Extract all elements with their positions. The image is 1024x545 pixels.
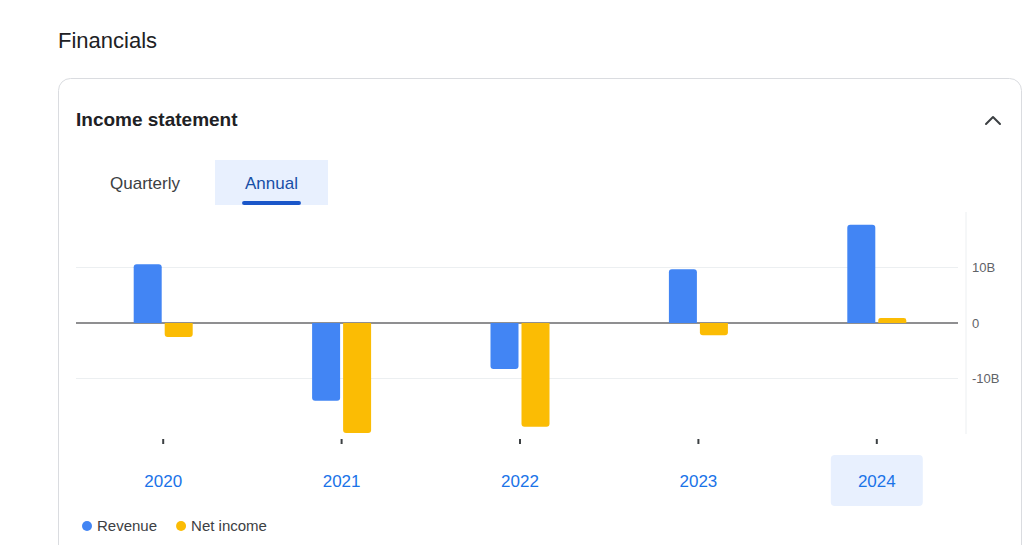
x-tick: [876, 439, 878, 444]
x-tick: [162, 439, 164, 444]
page-root: Financials Income statement Quarterly Annua…: [0, 0, 1024, 545]
tab-underline: [242, 201, 301, 205]
x-tick: [697, 439, 699, 444]
card-title: Income statement: [76, 109, 238, 130]
y-axis-line: [966, 212, 967, 434]
legend-swatch: [176, 521, 186, 531]
bar[interactable]: [134, 264, 162, 323]
y-tick-label: 0: [972, 316, 979, 331]
x-tick-label[interactable]: 2022: [501, 472, 539, 491]
category-highlight[interactable]: [831, 455, 923, 506]
page-canvas: Financials Income statement Quarterly Annua…: [0, 0, 1024, 545]
bar[interactable]: [312, 323, 340, 401]
tab-label[interactable]: Annual: [245, 174, 298, 193]
plot-marks: [134, 225, 907, 433]
tab-label[interactable]: Quarterly: [110, 174, 180, 193]
bar[interactable]: [700, 323, 728, 335]
section-heading: Financials: [58, 28, 157, 53]
bar[interactable]: [165, 323, 193, 337]
x-tick: [519, 439, 521, 444]
legend-swatch: [82, 521, 92, 531]
collapse-chevron[interactable]: [986, 117, 1000, 124]
bar[interactable]: [491, 323, 519, 369]
x-tick-label[interactable]: 2021: [323, 472, 361, 491]
tab-active-bg[interactable]: [215, 160, 328, 205]
card: [59, 79, 1022, 545]
bar[interactable]: [669, 269, 697, 323]
bar[interactable]: [878, 318, 906, 323]
y-tick-label: 10B: [972, 260, 995, 275]
bar[interactable]: [343, 323, 371, 433]
grid-line: [76, 267, 958, 268]
legend-label: Revenue: [97, 517, 157, 534]
x-tick-label[interactable]: 2023: [679, 472, 717, 491]
bar[interactable]: [847, 225, 875, 323]
x-tick: [341, 439, 343, 444]
bar[interactable]: [522, 323, 550, 427]
grid-line: [76, 378, 958, 379]
x-tick-label[interactable]: 2020: [144, 472, 182, 491]
x-tick-label[interactable]: 2024: [858, 472, 896, 491]
y-tick-label: -10B: [972, 371, 999, 386]
legend-label: Net income: [191, 517, 267, 534]
